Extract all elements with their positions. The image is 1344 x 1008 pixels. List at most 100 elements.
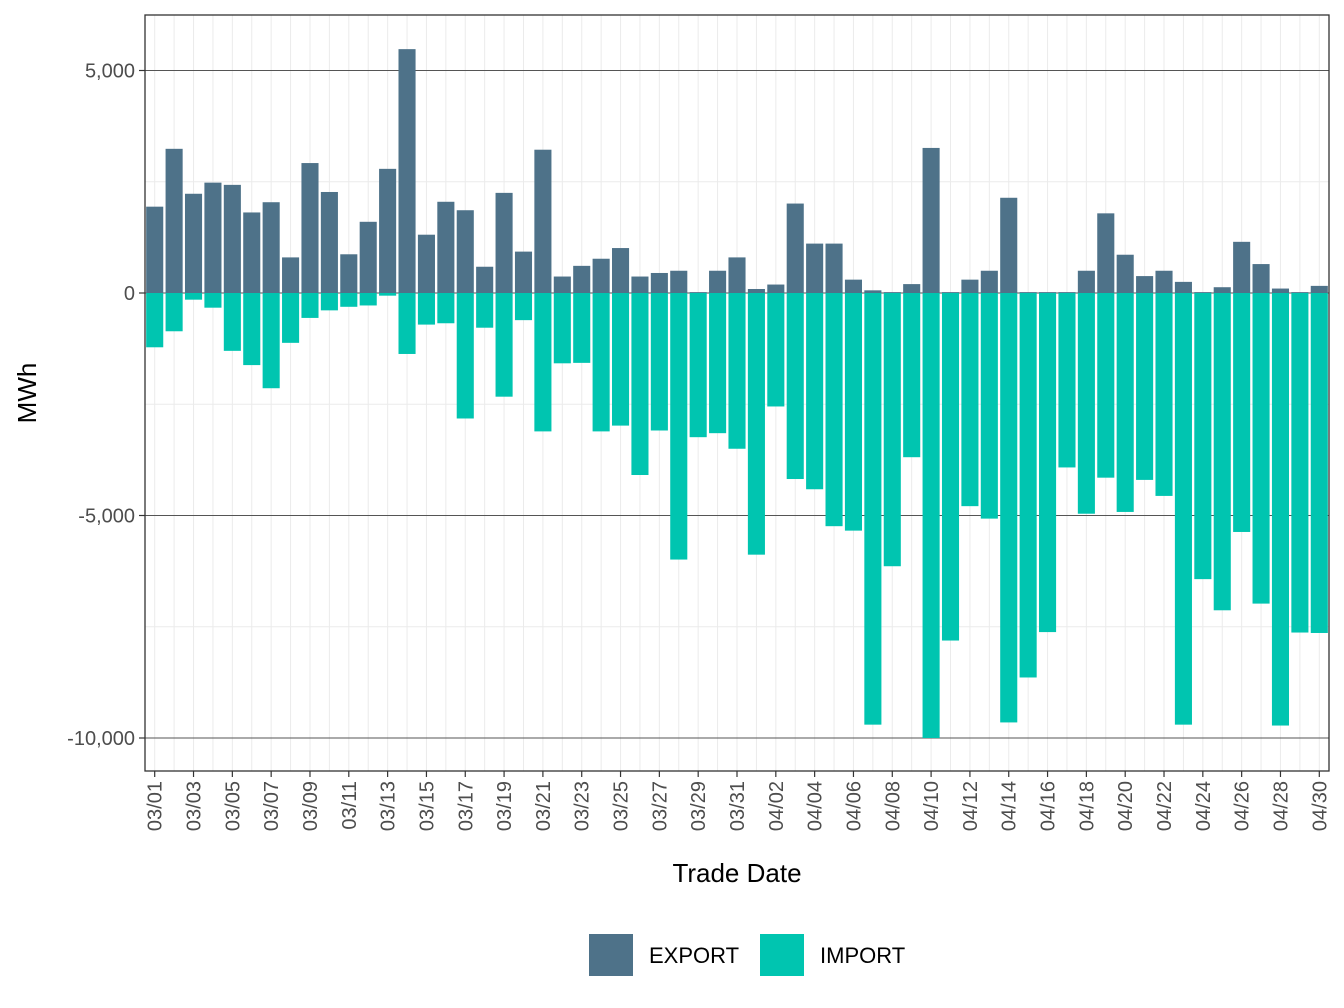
legend-label-import: IMPORT bbox=[820, 943, 905, 968]
bar-import-03-31 bbox=[728, 293, 746, 449]
bar-import-03-12 bbox=[359, 293, 377, 306]
bar-import-04-25 bbox=[1213, 293, 1231, 611]
bar-export-03-26 bbox=[631, 276, 649, 293]
bar-import-04-30 bbox=[1310, 293, 1328, 633]
bar-export-03-05 bbox=[223, 184, 241, 293]
x-tick-label: 03/31 bbox=[727, 781, 749, 831]
bar-layer bbox=[146, 49, 1328, 738]
bar-import-03-05 bbox=[223, 293, 241, 351]
bar-import-03-03 bbox=[184, 293, 203, 300]
grid-layer bbox=[145, 15, 1329, 771]
bar-export-03-23 bbox=[573, 265, 591, 293]
bar-import-03-22 bbox=[553, 293, 571, 364]
x-tick-label: 04/10 bbox=[921, 781, 943, 831]
y-axis-title: MWh bbox=[12, 363, 42, 424]
bar-import-03-20 bbox=[514, 293, 533, 321]
bar-export-04-16 bbox=[1039, 292, 1057, 293]
bar-export-03-18 bbox=[476, 266, 494, 293]
x-tick-label: 04/30 bbox=[1309, 781, 1331, 831]
bar-export-03-28 bbox=[670, 270, 688, 293]
bar-export-03-31 bbox=[728, 257, 746, 293]
axis-layer: 5,000 0 -5,000 -10,000 03/01 03/03 03/05 03/07 0… bbox=[67, 61, 1331, 832]
legend-key-import bbox=[760, 934, 804, 976]
bar-export-04-26 bbox=[1233, 241, 1251, 293]
bar-import-04-03 bbox=[786, 293, 804, 480]
bar-export-04-14 bbox=[1000, 197, 1018, 293]
x-tick-label: 04/20 bbox=[1115, 781, 1137, 831]
bar-import-04-05 bbox=[825, 293, 843, 527]
bar-import-04-27 bbox=[1252, 293, 1270, 604]
bar-import-03-15 bbox=[417, 293, 435, 325]
bar-import-04-28 bbox=[1271, 293, 1290, 726]
bar-import-03-26 bbox=[631, 293, 649, 476]
bar-import-04-23 bbox=[1174, 293, 1192, 725]
bar-import-03-11 bbox=[340, 293, 358, 307]
x-tick-label: 04/22 bbox=[1154, 781, 1176, 831]
x-tick-label: 04/04 bbox=[805, 781, 827, 831]
legend: EXPORT IMPORT bbox=[589, 934, 905, 976]
x-tick-label: 03/15 bbox=[416, 781, 438, 831]
bar-export-03-19 bbox=[495, 192, 513, 293]
bar-export-04-03 bbox=[786, 203, 804, 293]
bar-import-03-01 bbox=[146, 293, 164, 348]
bar-import-03-19 bbox=[495, 293, 513, 397]
bar-import-04-18 bbox=[1077, 293, 1095, 514]
x-tick-label: 03/01 bbox=[145, 781, 167, 831]
bar-export-04-19 bbox=[1097, 213, 1115, 293]
bar-export-04-05 bbox=[825, 243, 843, 293]
bar-export-03-02 bbox=[165, 148, 183, 293]
y-tick-label: -10,000 bbox=[67, 728, 135, 750]
bar-export-04-15 bbox=[1019, 292, 1037, 293]
x-tick-label: 04/28 bbox=[1270, 781, 1292, 831]
bar-export-03-30 bbox=[709, 270, 727, 293]
bar-import-03-13 bbox=[379, 293, 397, 296]
bar-export-03-21 bbox=[534, 149, 552, 293]
bar-import-03-10 bbox=[320, 293, 338, 311]
bar-export-03-16 bbox=[437, 201, 455, 293]
bar-export-03-29 bbox=[689, 292, 707, 293]
bar-export-04-11 bbox=[941, 292, 960, 293]
bar-import-03-28 bbox=[670, 293, 688, 560]
bar-import-04-19 bbox=[1097, 293, 1115, 478]
x-axis-title: Trade Date bbox=[672, 858, 801, 888]
bar-import-04-15 bbox=[1019, 293, 1037, 678]
bar-export-04-27 bbox=[1252, 264, 1270, 293]
bar-import-04-20 bbox=[1116, 293, 1134, 512]
bar-export-03-11 bbox=[340, 254, 358, 293]
bar-import-04-06 bbox=[844, 293, 862, 531]
bar-import-03-18 bbox=[476, 293, 494, 328]
bar-export-04-30 bbox=[1310, 285, 1328, 293]
bar-export-04-08 bbox=[883, 292, 901, 293]
bar-export-03-04 bbox=[204, 182, 222, 293]
bar-export-04-22 bbox=[1155, 270, 1173, 293]
bar-export-03-15 bbox=[417, 234, 435, 293]
y-tick-label: -5,000 bbox=[78, 506, 135, 528]
x-tick-label: 03/27 bbox=[649, 781, 671, 831]
x-tick-label: 04/08 bbox=[882, 781, 904, 831]
bar-export-03-09 bbox=[301, 163, 319, 293]
bar-export-04-02 bbox=[767, 284, 785, 293]
bar-import-03-08 bbox=[282, 293, 300, 343]
x-tick-label: 03/25 bbox=[611, 781, 633, 831]
bar-export-03-01 bbox=[146, 206, 164, 293]
legend-label-export: EXPORT bbox=[649, 943, 739, 968]
bar-export-04-18 bbox=[1077, 270, 1095, 293]
bar-export-04-29 bbox=[1291, 292, 1309, 293]
bar-export-03-20 bbox=[514, 251, 533, 293]
x-tick-label: 03/03 bbox=[184, 781, 206, 831]
bar-import-04-02 bbox=[767, 293, 785, 407]
x-tick-label: 04/14 bbox=[999, 781, 1021, 831]
bar-import-03-04 bbox=[204, 293, 222, 308]
bar-export-04-20 bbox=[1116, 254, 1134, 293]
x-tick-label: 04/02 bbox=[766, 781, 788, 831]
bar-import-03-17 bbox=[456, 293, 474, 419]
bar-export-03-13 bbox=[379, 168, 397, 293]
y-tick-label: 5,000 bbox=[85, 61, 135, 83]
bar-export-03-03 bbox=[184, 193, 203, 293]
bar-import-03-24 bbox=[592, 293, 610, 432]
bar-export-03-27 bbox=[650, 272, 668, 293]
bar-import-03-06 bbox=[243, 293, 261, 366]
x-tick-label: 04/12 bbox=[960, 781, 982, 831]
